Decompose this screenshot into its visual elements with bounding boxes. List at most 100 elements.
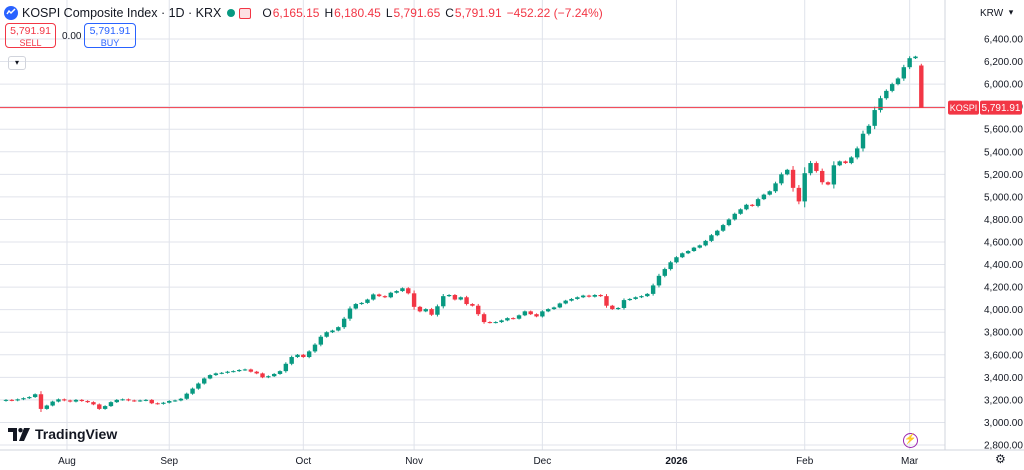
candle-body: [878, 98, 883, 111]
candle-body: [190, 388, 195, 394]
candle: [755, 197, 761, 208]
candle-body: [120, 399, 125, 401]
sell-button[interactable]: 5,791.91 SELL: [5, 23, 56, 48]
symbol-price-tag-bg: [948, 100, 979, 115]
candle: [639, 295, 644, 299]
candle: [563, 299, 568, 305]
candle: [114, 399, 119, 403]
candle: [406, 287, 411, 295]
candle-body: [318, 336, 324, 345]
candle: [167, 400, 172, 404]
candle-body: [260, 373, 265, 378]
candle-body: [476, 305, 481, 315]
candle-body: [511, 318, 516, 320]
candle-body: [254, 371, 259, 374]
collapse-legend-button[interactable]: ▾: [8, 56, 26, 70]
lightning-icon[interactable]: ⚡: [903, 433, 918, 448]
y-tick-label: 3,800.00: [984, 328, 1023, 339]
candle: [814, 161, 819, 173]
open-value: 6,165.15: [272, 6, 320, 20]
candle-body: [446, 295, 452, 297]
candle: [878, 95, 883, 113]
candle-body: [726, 219, 732, 226]
candle-body: [732, 213, 737, 220]
symbol-title[interactable]: KOSPI Composite Index · 1D · KRX: [22, 6, 222, 20]
candle-body: [499, 320, 504, 323]
y-tick-label: 5,200.00: [984, 170, 1023, 181]
candle-body: [79, 399, 84, 402]
candle: [260, 372, 265, 379]
candle-body: [750, 204, 755, 206]
x-tick-label: Oct: [296, 456, 312, 467]
candle-body: [860, 133, 866, 149]
y-tick-label: 6,000.00: [984, 80, 1023, 91]
y-tick-label: 3,400.00: [984, 373, 1023, 384]
candle-body: [56, 399, 61, 402]
candle: [190, 387, 195, 395]
currency-label[interactable]: KRW: [980, 8, 1004, 19]
candle-body: [167, 401, 172, 403]
candle-body: [330, 330, 335, 333]
candle: [458, 296, 463, 301]
candle-body: [207, 375, 213, 379]
candle-body: [464, 297, 469, 305]
candle-body: [149, 399, 154, 404]
candle: [376, 293, 382, 297]
candle: [365, 298, 370, 304]
x-tick-label: Dec: [533, 456, 551, 467]
candle: [44, 404, 50, 410]
chart-header: KOSPI Composite Index · 1D · KRX O 6,165.…: [4, 4, 603, 22]
candle: [505, 317, 510, 322]
candle-body: [516, 315, 522, 319]
candle-body: [242, 369, 248, 371]
candle: [225, 370, 230, 374]
candle-body: [866, 125, 872, 134]
candle-body: [324, 332, 329, 337]
candle-body: [452, 295, 458, 300]
x-tick-label: Sep: [160, 456, 178, 467]
candle-body: [790, 169, 796, 188]
candle-body: [237, 370, 242, 372]
candle-body: [720, 225, 726, 231]
y-tick-label: 2,800.00: [984, 441, 1023, 452]
candle-body: [680, 253, 685, 258]
open-key: O: [262, 6, 272, 20]
candle: [301, 353, 306, 358]
candle-body: [913, 56, 918, 59]
chevron-down-icon: ▾: [14, 58, 19, 67]
candle: [650, 283, 656, 296]
buy-button[interactable]: 5,791.91 BUY: [84, 23, 136, 48]
candle: [528, 310, 533, 315]
change-value: −452.22 (−7.24%): [506, 6, 603, 20]
candle-body: [586, 295, 592, 297]
gear-icon[interactable]: ⚙: [995, 452, 1006, 466]
candle: [691, 246, 697, 252]
candle-body: [155, 403, 160, 405]
candle-body: [610, 305, 615, 310]
chevron-down-icon[interactable]: ▾: [1008, 7, 1014, 17]
candle: [907, 56, 912, 70]
tradingview-logo[interactable]: TradingView: [8, 426, 117, 442]
candle: [511, 317, 516, 320]
candle: [580, 294, 586, 299]
candle: [27, 396, 32, 400]
candle: [802, 167, 807, 208]
candle: [161, 401, 166, 405]
candle: [184, 392, 189, 400]
candle: [137, 399, 143, 402]
candle: [738, 208, 743, 215]
candle: [825, 181, 831, 186]
y-tick-label: 4,400.00: [984, 260, 1023, 271]
y-tick-label: 5,600.00: [984, 125, 1023, 136]
candle-body: [196, 383, 201, 389]
data-flag-icon: [239, 7, 252, 19]
high-key: H: [324, 6, 334, 20]
candle: [610, 304, 615, 310]
candle: [551, 306, 557, 310]
candle: [143, 399, 149, 402]
candle-body: [919, 65, 924, 108]
candle-body: [388, 292, 393, 298]
candle: [895, 77, 901, 86]
buy-label: BUY: [100, 38, 120, 48]
